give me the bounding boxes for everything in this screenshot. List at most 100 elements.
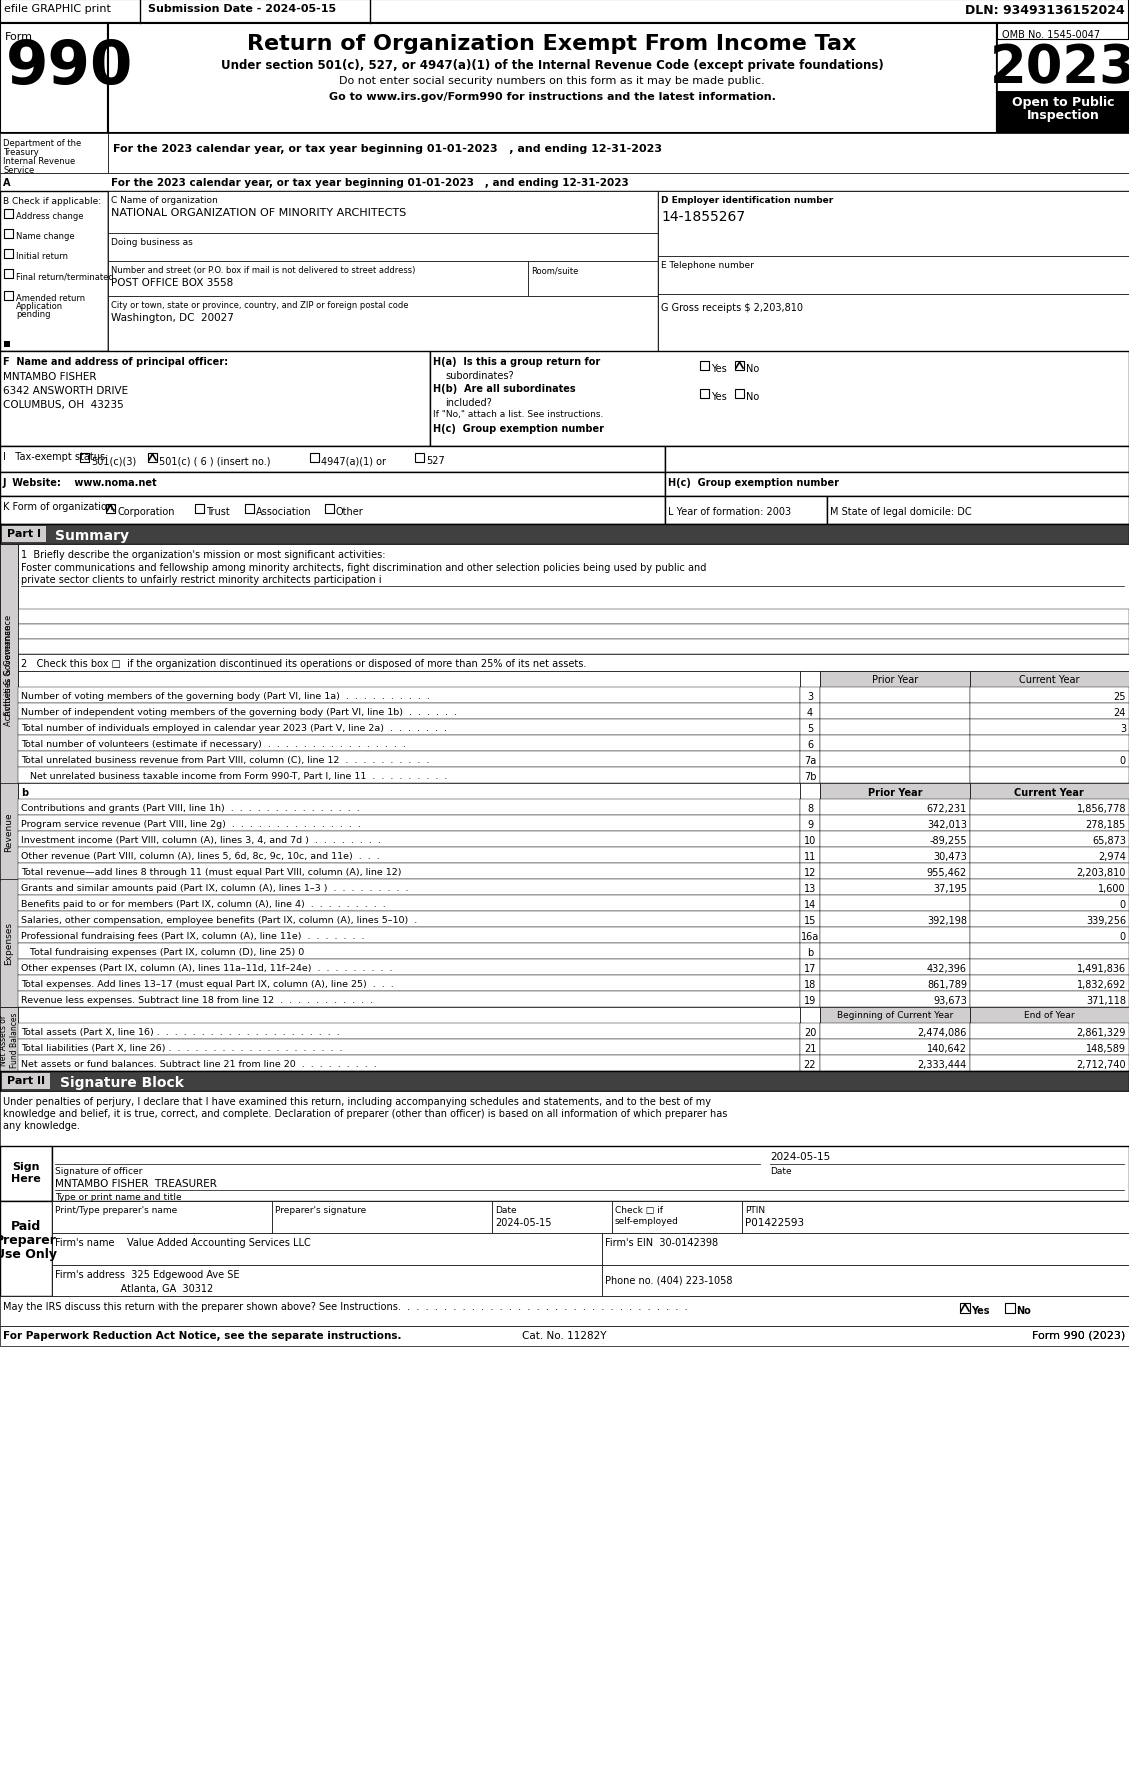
Bar <box>52 1233 602 1265</box>
Text: Here: Here <box>11 1173 41 1183</box>
Text: Salaries, other compensation, employee benefits (Part IX, column (A), lines 5–10: Salaries, other compensation, employee b… <box>21 916 418 925</box>
Text: 955,462: 955,462 <box>927 868 968 877</box>
Bar <box>820 688 970 704</box>
Text: Paid: Paid <box>11 1219 41 1233</box>
Text: Prior Year: Prior Year <box>868 788 922 798</box>
Text: 14-1855267: 14-1855267 <box>660 210 745 225</box>
Bar <box>970 848 1129 864</box>
Bar <box>18 975 800 991</box>
Bar <box>108 192 658 351</box>
Bar <box>970 975 1129 991</box>
Bar <box>2 527 46 544</box>
Text: Part II: Part II <box>7 1075 45 1085</box>
Bar <box>0 497 665 524</box>
Bar <box>800 720 820 736</box>
Bar <box>0 545 18 786</box>
Text: Signature Block: Signature Block <box>60 1075 184 1089</box>
Bar <box>18 784 800 800</box>
Bar <box>0 175 1129 192</box>
Bar <box>108 262 528 298</box>
Bar <box>820 736 970 752</box>
Bar <box>415 454 425 463</box>
Bar <box>658 192 1129 257</box>
Text: Total number of individuals employed in calendar year 2023 (Part V, line 2a)  . : Total number of individuals employed in … <box>21 723 447 732</box>
Text: 24: 24 <box>1113 707 1126 718</box>
Bar <box>272 1201 492 1233</box>
Bar <box>1005 1303 1015 1313</box>
Text: Form: Form <box>5 32 33 43</box>
Text: Date: Date <box>770 1167 791 1176</box>
Text: Form ​​​​​​​990 (2023): Form ​​​​​​​990 (2023) <box>1032 1329 1124 1340</box>
Text: 8: 8 <box>807 804 813 814</box>
Bar <box>108 23 997 134</box>
Bar <box>800 816 820 832</box>
Bar <box>5 210 14 219</box>
Bar <box>960 1303 970 1313</box>
Text: 13: 13 <box>804 884 816 893</box>
Text: 4947(a)(1) or: 4947(a)(1) or <box>321 456 386 465</box>
Text: Washington, DC  20027: Washington, DC 20027 <box>111 314 234 323</box>
Bar <box>820 975 970 991</box>
Text: 12: 12 <box>804 868 816 877</box>
Text: Under section 501(c), 527, or 4947(a)(1) of the Internal Revenue Code (except pr: Under section 501(c), 527, or 4947(a)(1)… <box>220 59 883 71</box>
Text: Go to www.irs.gov/Form990 for instructions and the latest information.: Go to www.irs.gov/Form990 for instructio… <box>329 93 776 102</box>
Bar <box>18 752 800 768</box>
Bar <box>0 1201 52 1296</box>
Text: pending: pending <box>16 310 51 319</box>
Bar <box>800 880 820 896</box>
Bar <box>820 864 970 880</box>
Bar <box>820 672 970 688</box>
Text: Phone no. (404) 223-1058: Phone no. (404) 223-1058 <box>605 1276 733 1285</box>
Text: J  Website:    www.noma.net: J Website: www.noma.net <box>3 478 158 488</box>
Text: Total revenue—add lines 8 through 11 (must equal Part VIII, column (A), line 12): Total revenue—add lines 8 through 11 (mu… <box>21 868 402 877</box>
Bar <box>970 672 1129 688</box>
Text: Net unrelated business taxable income from Form 990-T, Part I, line 11  .  .  . : Net unrelated business taxable income fr… <box>21 772 447 781</box>
Text: D Employer identification number: D Employer identification number <box>660 196 833 205</box>
Text: G Gross receipts $ 2,203,810: G Gross receipts $ 2,203,810 <box>660 303 803 314</box>
Text: 3: 3 <box>807 691 813 702</box>
Bar <box>820 1039 970 1055</box>
Bar <box>18 672 800 688</box>
Text: Signature of officer: Signature of officer <box>55 1167 142 1176</box>
Bar <box>0 0 1129 23</box>
Bar <box>528 262 658 298</box>
Bar <box>18 609 1129 625</box>
Text: 11: 11 <box>804 852 816 861</box>
Bar <box>820 768 970 784</box>
Bar <box>800 768 820 784</box>
Text: Preparer's signature: Preparer's signature <box>275 1205 366 1214</box>
Text: 65,873: 65,873 <box>1092 836 1126 845</box>
Bar <box>5 269 14 278</box>
Text: May the IRS discuss this return with the preparer shown above? See Instructions.: May the IRS discuss this return with the… <box>3 1301 688 1312</box>
Text: H(c)  Group exemption number: H(c) Group exemption number <box>434 424 604 433</box>
Bar <box>800 927 820 943</box>
Text: For the 2023 calendar year, or tax year beginning 01-01-2023   , and ending 12-3: For the 2023 calendar year, or tax year … <box>113 144 662 153</box>
Text: Firm's EIN  30-0142398: Firm's EIN 30-0142398 <box>605 1237 718 1247</box>
Bar <box>820 927 970 943</box>
Text: 18: 18 <box>804 980 816 989</box>
Bar <box>0 545 18 825</box>
Text: No: No <box>746 364 759 374</box>
Bar <box>970 959 1129 975</box>
Bar <box>108 298 658 351</box>
Text: K Form of organization:: K Form of organization: <box>3 503 116 511</box>
Bar <box>800 1055 820 1071</box>
Text: 14: 14 <box>804 900 816 909</box>
Bar <box>18 545 1129 609</box>
Bar <box>800 911 820 927</box>
Text: 672,231: 672,231 <box>927 804 968 814</box>
Bar <box>800 688 820 704</box>
Text: Total number of volunteers (estimate if necessary)  .  .  .  .  .  .  .  .  .  .: Total number of volunteers (estimate if … <box>21 740 405 748</box>
Text: 2   Check this box □  if the organization discontinued its operations or dispose: 2 Check this box □ if the organization d… <box>21 659 586 668</box>
Text: Corporation: Corporation <box>117 506 175 517</box>
Bar <box>18 768 800 784</box>
Text: 0: 0 <box>1120 932 1126 941</box>
Bar <box>18 880 800 896</box>
Bar <box>800 959 820 975</box>
Text: Name change: Name change <box>16 232 75 241</box>
Bar <box>18 816 800 832</box>
Bar <box>0 880 18 1007</box>
Text: 7b: 7b <box>804 772 816 782</box>
Text: Firm's address  325 Edgewood Ave SE: Firm's address 325 Edgewood Ave SE <box>55 1269 239 1279</box>
Text: E Telephone number: E Telephone number <box>660 260 754 269</box>
